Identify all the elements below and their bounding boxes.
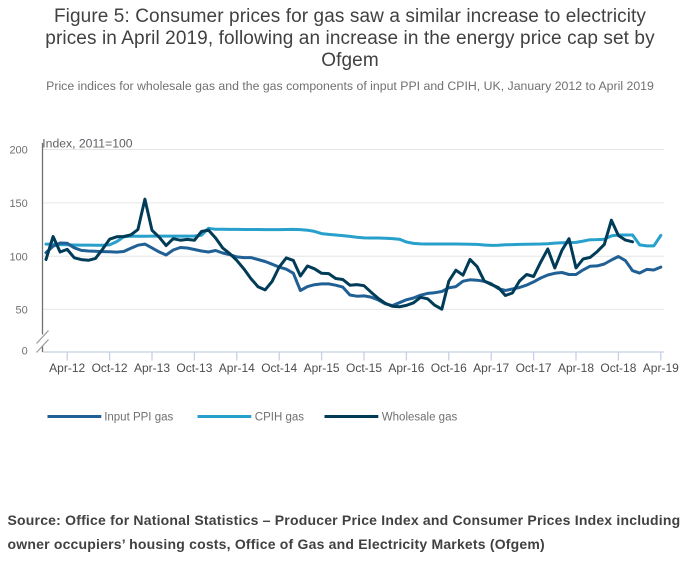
svg-text:150: 150 [9, 198, 27, 210]
svg-text:Input PPI gas: Input PPI gas [104, 412, 173, 424]
svg-text:Apr-19: Apr-19 [643, 361, 679, 375]
svg-text:Apr-13: Apr-13 [134, 361, 170, 375]
svg-text:CPIH gas: CPIH gas [255, 412, 304, 424]
svg-text:200: 200 [9, 145, 27, 157]
svg-text:Apr-18: Apr-18 [558, 361, 594, 375]
svg-text:Wholesale gas: Wholesale gas [382, 412, 458, 424]
svg-text:Oct-15: Oct-15 [346, 361, 382, 375]
svg-text:Apr-12: Apr-12 [49, 361, 85, 375]
svg-text:Oct-16: Oct-16 [431, 361, 467, 375]
svg-text:Index, 2011=100: Index, 2011=100 [42, 136, 132, 150]
svg-text:Apr-17: Apr-17 [473, 361, 509, 375]
svg-text:Oct-14: Oct-14 [261, 361, 297, 375]
svg-text:Oct-18: Oct-18 [600, 361, 636, 375]
svg-text:Oct-13: Oct-13 [176, 361, 212, 375]
svg-text:Apr-15: Apr-15 [304, 361, 340, 375]
svg-text:100: 100 [9, 251, 27, 263]
svg-text:50: 50 [16, 304, 28, 316]
svg-text:Apr-14: Apr-14 [219, 361, 255, 375]
svg-text:Apr-16: Apr-16 [388, 361, 424, 375]
svg-text:0: 0 [22, 346, 28, 358]
svg-text:Oct-17: Oct-17 [516, 361, 552, 375]
svg-text:Oct-12: Oct-12 [92, 361, 128, 375]
